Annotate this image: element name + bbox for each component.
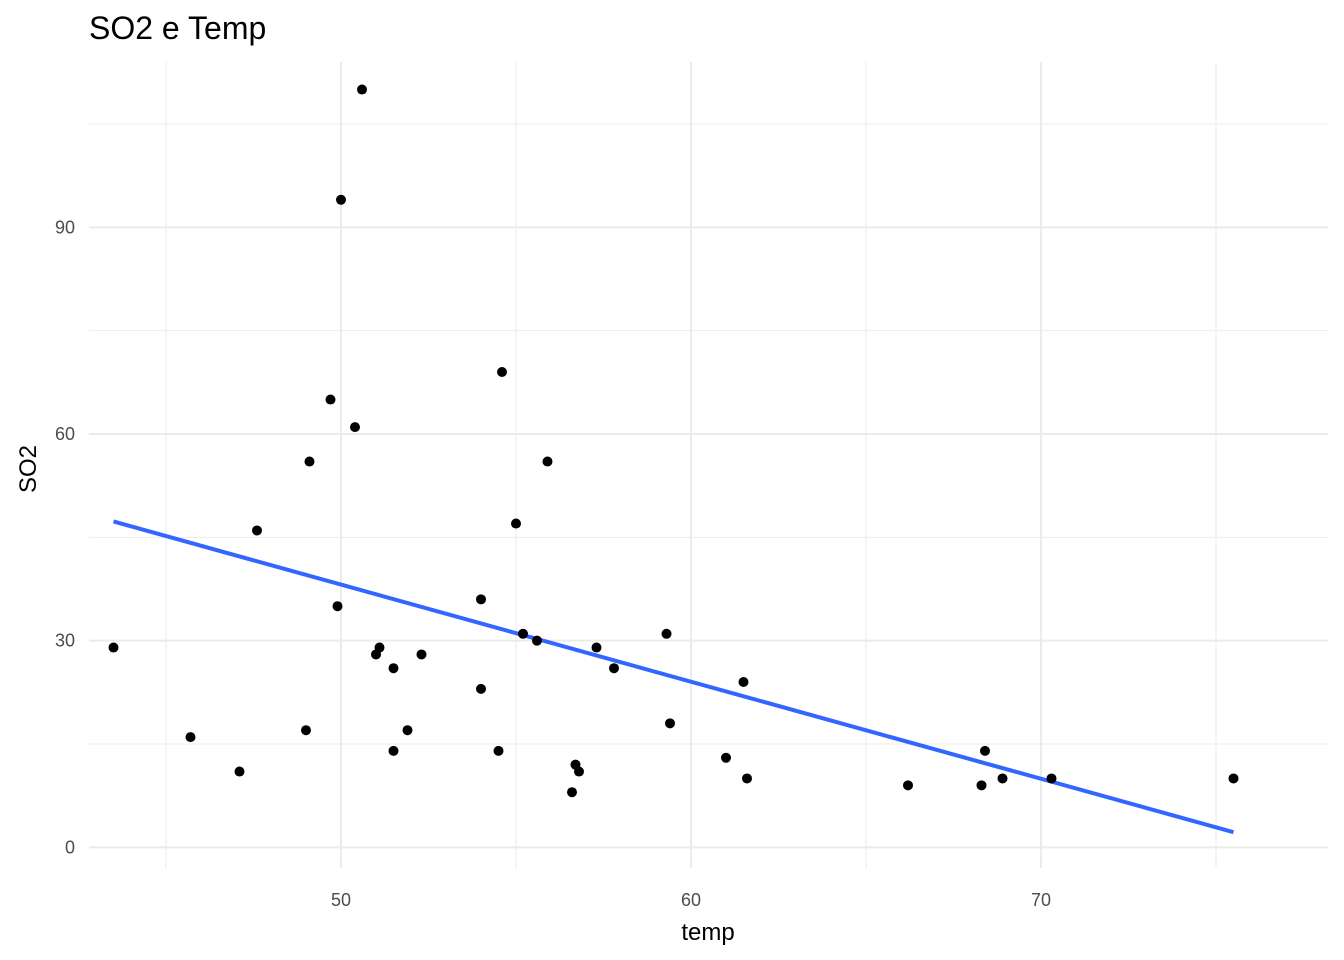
data-point — [332, 601, 343, 612]
data-point — [493, 745, 504, 756]
major-gridlines — [89, 62, 1328, 868]
data-point — [903, 780, 913, 791]
data-points — [108, 84, 1239, 798]
data-point — [1046, 773, 1057, 784]
data-point — [252, 525, 262, 536]
data-point — [350, 422, 360, 433]
data-point — [721, 752, 731, 763]
data-point — [301, 725, 311, 736]
y-tick-label: 90 — [55, 217, 75, 237]
chart-title: SO2 e Temp — [89, 10, 267, 46]
data-point — [997, 773, 1008, 784]
x-axis-ticks: 50 60 70 — [331, 890, 1051, 910]
x-tick-label: 70 — [1031, 890, 1051, 910]
data-point — [304, 456, 315, 467]
data-point — [234, 766, 245, 777]
y-tick-label: 60 — [55, 424, 75, 444]
data-point — [742, 773, 752, 784]
data-point — [738, 677, 749, 687]
data-point — [1228, 773, 1239, 784]
data-point — [325, 394, 336, 405]
y-tick-label: 30 — [55, 631, 75, 651]
data-point — [388, 663, 399, 674]
data-point — [108, 642, 119, 653]
regression-line — [112, 519, 1235, 835]
data-point — [185, 732, 196, 743]
data-point — [476, 594, 486, 605]
data-point — [661, 628, 672, 639]
y-axis-ticks: 0 30 60 90 — [55, 217, 75, 857]
data-point — [518, 628, 528, 639]
data-point — [402, 725, 413, 736]
data-point — [665, 718, 675, 729]
data-point — [542, 456, 553, 467]
data-point — [574, 766, 584, 777]
data-point — [980, 745, 990, 756]
x-axis-title: temp — [681, 919, 734, 946]
data-point — [497, 367, 507, 377]
y-axis-title: SO2 — [15, 445, 42, 493]
regression-line-group — [112, 519, 1235, 835]
data-point — [388, 745, 399, 756]
y-tick-label: 0 — [65, 837, 75, 857]
data-point — [609, 663, 619, 674]
minor-gridlines — [89, 62, 1328, 868]
data-point — [357, 84, 367, 95]
data-point — [976, 780, 987, 791]
data-point — [567, 787, 577, 798]
data-point — [476, 683, 486, 694]
x-tick-label: 50 — [331, 890, 351, 910]
data-point — [591, 642, 602, 653]
data-point — [374, 642, 385, 653]
x-tick-label: 60 — [681, 890, 701, 910]
data-point — [416, 649, 427, 660]
data-point — [336, 194, 346, 205]
data-point — [511, 518, 521, 529]
data-point — [532, 635, 542, 646]
